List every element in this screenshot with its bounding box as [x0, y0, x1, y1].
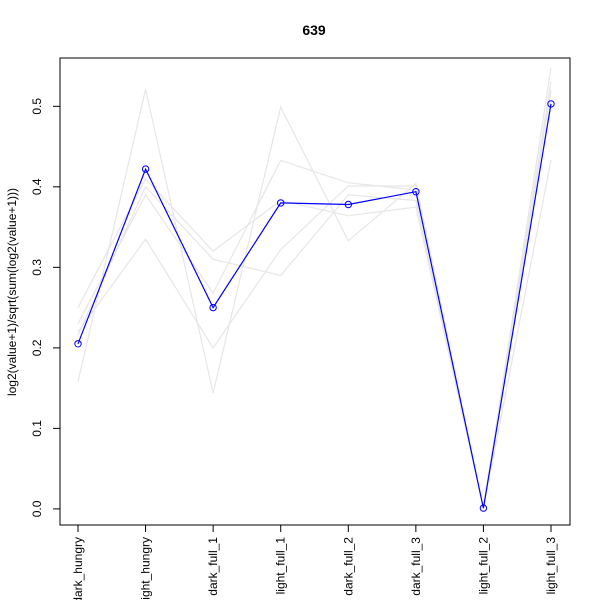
x-tick-label-dark_full_2: dark_full_2	[341, 537, 355, 596]
data-point-light_full_1	[277, 199, 285, 207]
x-tick-label-dark_full_1: dark_full_1	[206, 537, 220, 596]
y-tick-label: 0.0	[30, 500, 44, 517]
data-point-dark_full_1	[209, 303, 217, 312]
background-series-line-3	[77, 81, 552, 509]
data-point-light_hungry	[141, 165, 150, 173]
data-point-dark_full_2	[344, 200, 352, 209]
data-point-light_full_2	[479, 504, 488, 512]
chart-title: 639	[302, 22, 326, 38]
background-series-line-4	[77, 90, 552, 509]
x-tick-label-dark_full_3: dark_full_3	[409, 537, 423, 596]
plot-frame	[59, 57, 571, 526]
background-series-line-2	[77, 67, 552, 509]
y-tick-label: 0.4	[30, 178, 44, 195]
y-axis-label: log2(value+1)/sqrt(sum(log2(value+1)))	[5, 188, 19, 396]
highlight-series-group	[74, 100, 555, 512]
background-series-group	[77, 67, 552, 509]
x-tick-label-light_full_2: light_full_2	[476, 537, 490, 595]
x-tick-label-light_hungry: ight_hungry	[139, 537, 153, 600]
highlight-series-line	[77, 103, 552, 509]
y-tick-label: 0.2	[30, 339, 44, 356]
data-point-dark_hungry	[74, 340, 82, 348]
data-point-light_full_3	[547, 100, 555, 108]
x-tick-label-light_full_3: light_full_3	[544, 537, 558, 595]
data-point-dark_full_3	[412, 188, 420, 196]
y-tick-label: 0.1	[30, 420, 44, 437]
y-tick-label: 0.3	[30, 259, 44, 276]
background-series-line-1	[77, 89, 552, 509]
y-tick-label: 0.5	[30, 98, 44, 115]
axes-group: 0.0 0.1 0.2 0.3 0.4 0.5 dark_hungry ight_hungry…	[30, 98, 558, 600]
background-series-line-5	[77, 102, 552, 509]
x-tick-label-dark_hungry: dark_hungry	[71, 537, 85, 600]
x-tick-label-light_full_1: light_full_1	[274, 537, 288, 595]
